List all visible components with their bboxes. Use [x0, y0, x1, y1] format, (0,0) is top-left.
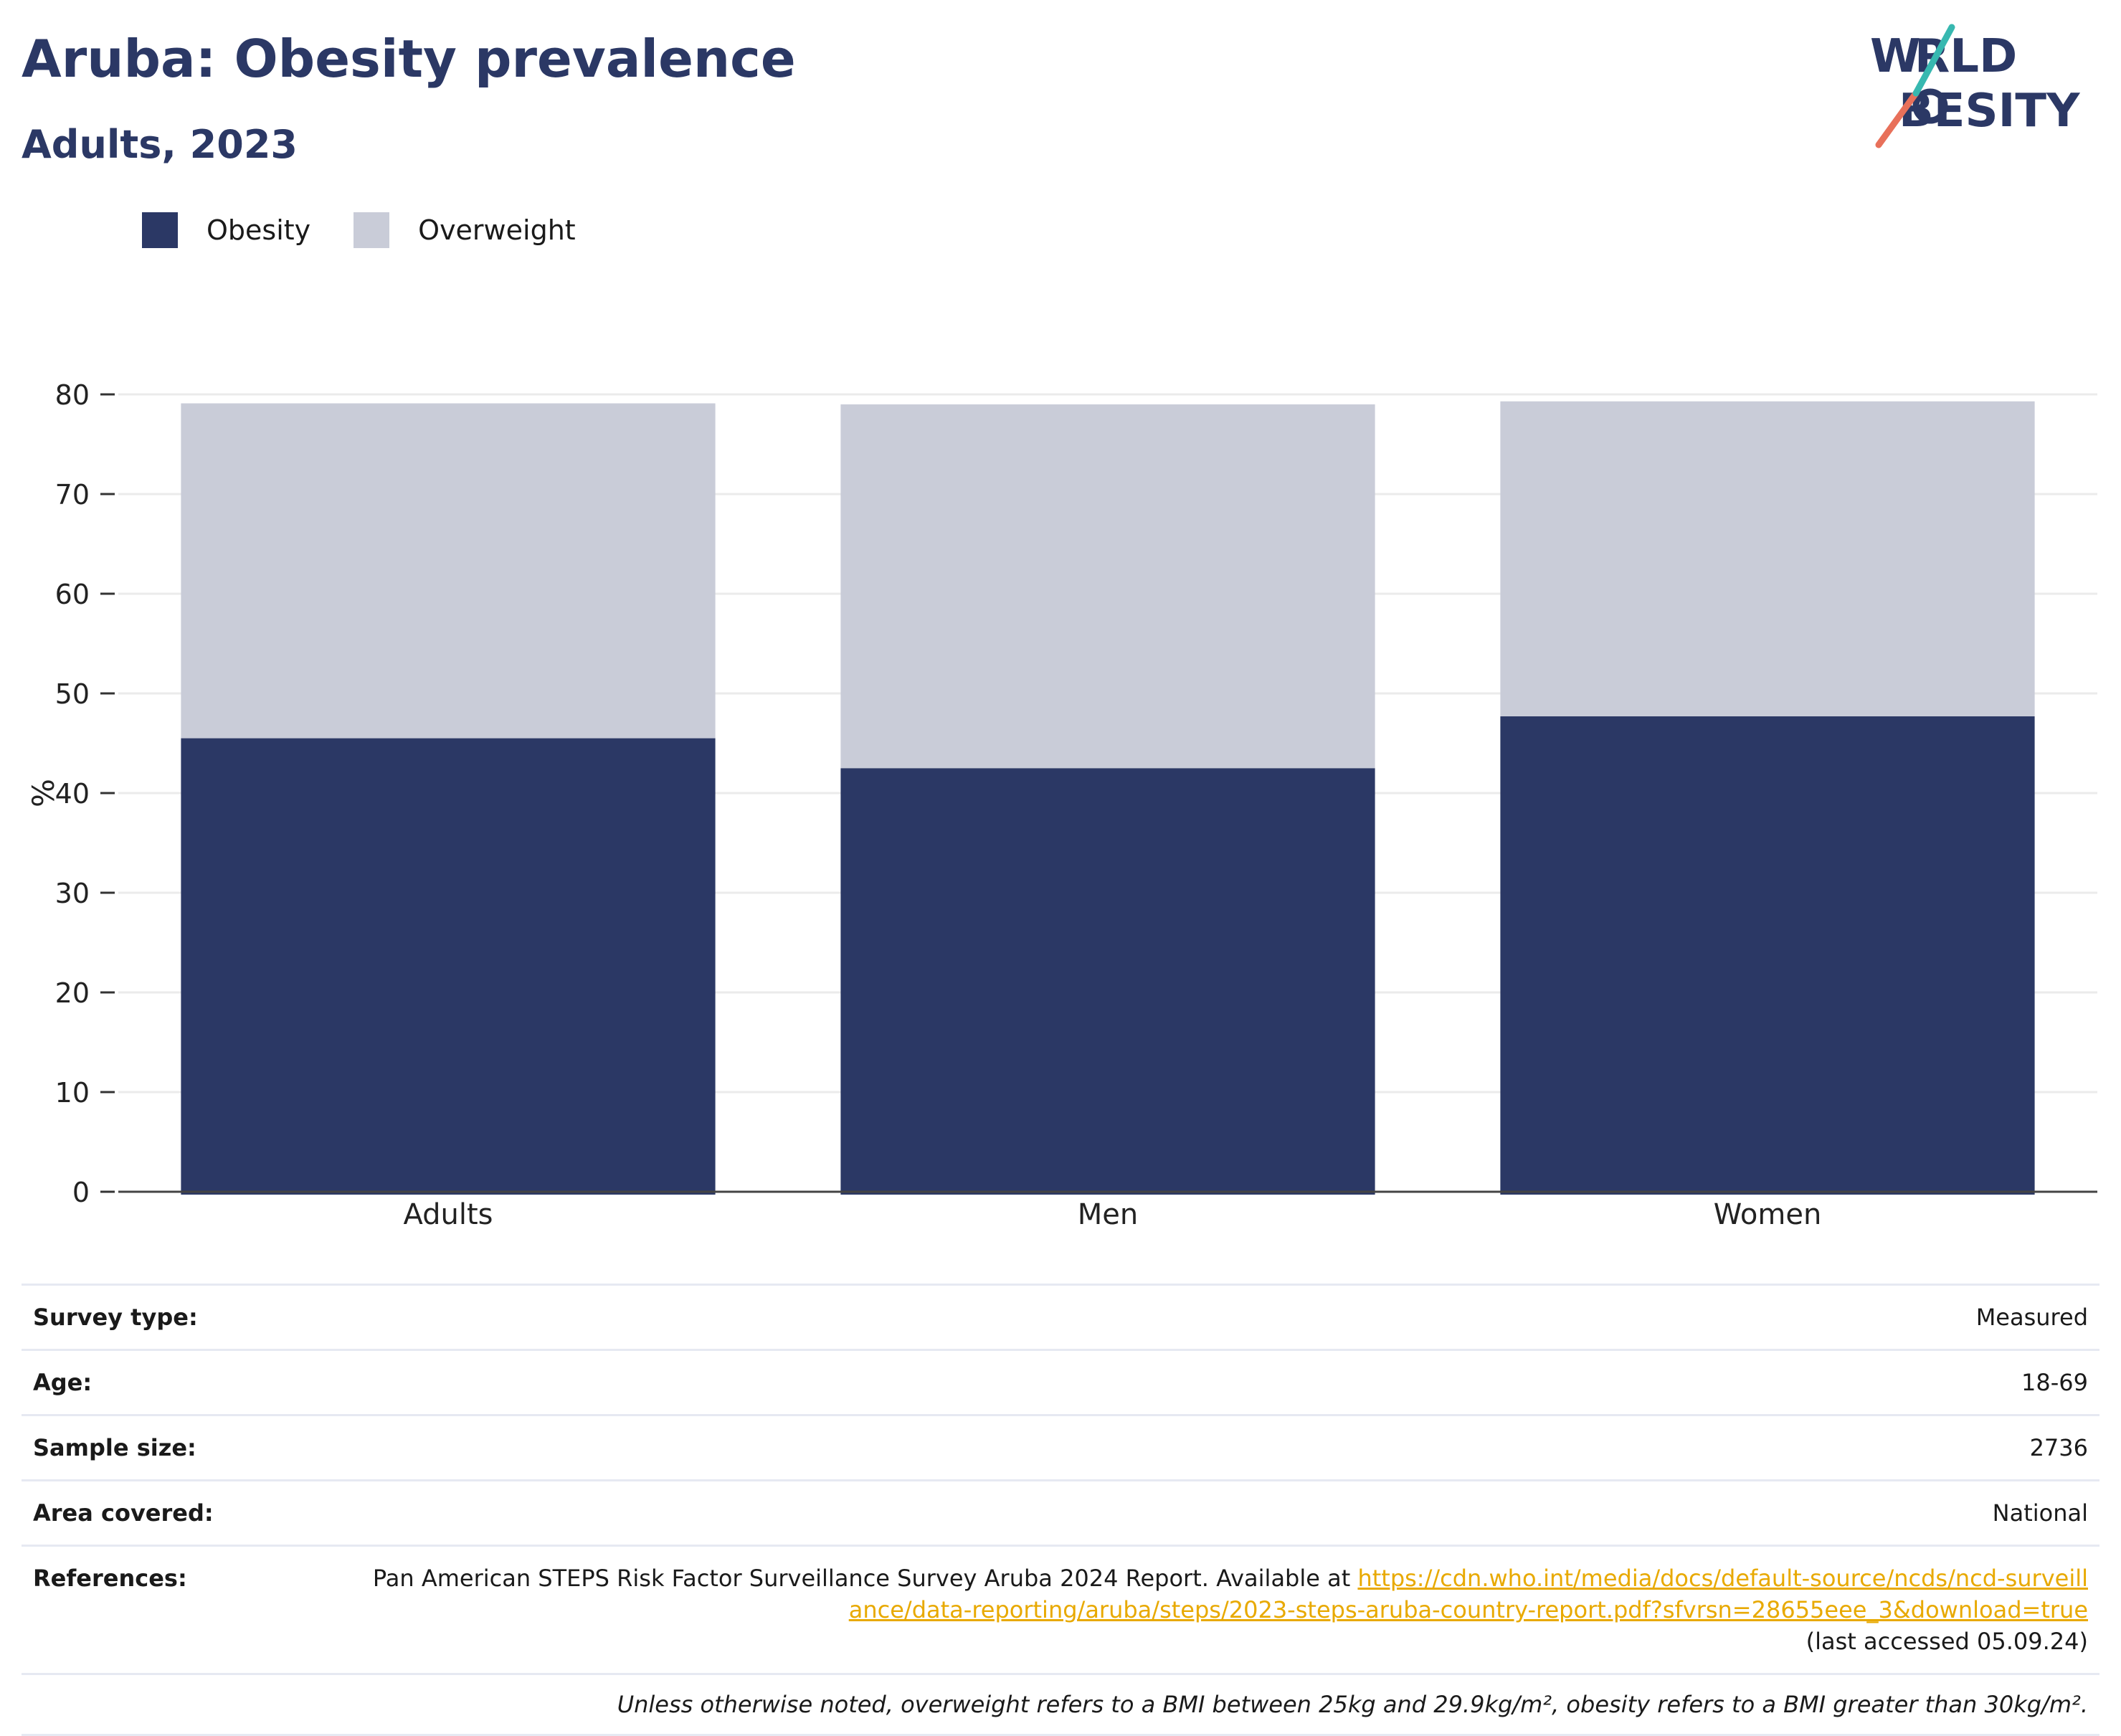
bar-overweight-adults	[181, 403, 716, 739]
y-tick-label: 10	[55, 1077, 90, 1109]
bar-chart: 0 10 20 30 40 50 60 70 80% Adults Men Women	[26, 379, 2097, 1231]
y-tick-label: 20	[55, 977, 90, 1009]
y-tick-label: 50	[55, 678, 90, 710]
y-tick-label: 30	[55, 878, 90, 909]
y-tick-label: 70	[55, 479, 90, 511]
info-row-sample-size: Sample size: 2736	[22, 1414, 2099, 1479]
legend-item-obesity[interactable]: Obesity	[142, 212, 310, 248]
references-link[interactable]: https://cdn.who.int/media/docs/default-s…	[848, 1565, 2088, 1623]
world-obesity-logo: W RLD BESITY	[1870, 24, 2080, 148]
x-tick-label: Women	[1714, 1198, 1822, 1231]
legend-label-overweight: Overweight	[418, 214, 576, 246]
y-axis-label: %	[26, 779, 61, 807]
info-row-age: Age: 18-69	[22, 1349, 2099, 1414]
info-value: 2736	[2029, 1434, 2088, 1461]
info-value: National	[1992, 1499, 2088, 1527]
info-value: Measured	[1975, 1304, 2088, 1331]
legend-swatch-overweight	[354, 212, 390, 248]
info-row-references: References: Pan American STEPS Risk Fact…	[22, 1545, 2099, 1673]
y-tick-label: 80	[55, 379, 90, 411]
info-row-area-covered: Area covered: National	[22, 1479, 2099, 1545]
bar-obesity-men	[840, 768, 1375, 1195]
y-tick-label: 0	[72, 1177, 90, 1208]
bmi-definition-note: Unless otherwise noted, overweight refer…	[22, 1673, 2099, 1736]
survey-info-table: Survey type: Measured Age: 18-69 Sample …	[22, 1284, 2099, 1736]
svg-text:RLD: RLD	[1914, 30, 2017, 83]
bar-obesity-women	[1500, 716, 2035, 1195]
info-label: Area covered:	[33, 1499, 214, 1527]
y-tick-label: 40	[55, 778, 90, 810]
bar-obesity-adults	[181, 738, 716, 1195]
legend-item-overweight[interactable]: Overweight	[354, 212, 576, 248]
page-title: Aruba: Obesity prevalence	[22, 29, 796, 89]
svg-text:W: W	[1870, 30, 1921, 83]
info-label: Survey type:	[33, 1304, 198, 1331]
info-label: Age:	[33, 1369, 92, 1396]
bar-overweight-women	[1500, 401, 2035, 716]
y-tick-label: 60	[55, 579, 90, 610]
legend-swatch-obesity	[142, 212, 178, 248]
page-subtitle: Adults, 2023	[22, 122, 298, 167]
legend-label-obesity: Obesity	[207, 214, 311, 246]
references-accessed: (last accessed 05.09.24)	[1806, 1628, 2088, 1655]
bar-overweight-men	[840, 404, 1375, 769]
chart-legend: Obesity Overweight	[142, 212, 619, 248]
x-tick-label: Men	[1078, 1198, 1138, 1231]
info-label: Sample size:	[33, 1434, 196, 1461]
references-value: Pan American STEPS Risk Factor Surveilla…	[367, 1562, 2088, 1657]
info-row-survey-type: Survey type: Measured	[22, 1284, 2099, 1349]
info-label: References:	[33, 1565, 187, 1592]
info-value: 18-69	[2021, 1369, 2088, 1396]
references-text: Pan American STEPS Risk Factor Surveilla…	[372, 1565, 1358, 1592]
x-tick-label: Adults	[403, 1198, 493, 1231]
